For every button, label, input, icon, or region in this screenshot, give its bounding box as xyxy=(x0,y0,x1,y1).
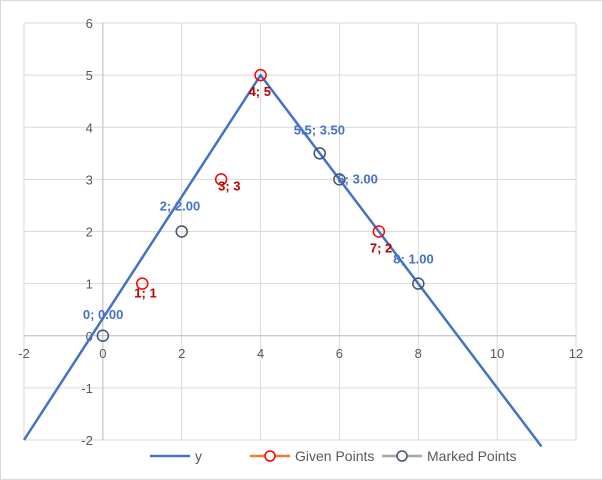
given-point-label: 1; 1 xyxy=(134,286,156,301)
marked-point-label: 8; 1.00 xyxy=(393,252,433,267)
x-tick-label: -2 xyxy=(18,346,30,361)
y-tick-label: -1 xyxy=(81,381,93,396)
y-tick-labels: -2 -1 0 1 2 3 4 5 6 xyxy=(81,16,93,448)
legend: y Given Points Marked Points xyxy=(150,448,516,464)
marked-point-marker xyxy=(412,277,425,290)
given-point-marker xyxy=(254,68,267,82)
y-tick-label: 3 xyxy=(86,172,93,187)
given-point-label: 4; 5 xyxy=(249,84,271,99)
given-point-label: 7; 2 xyxy=(370,241,392,256)
marked-point-marker xyxy=(175,225,188,238)
given-point-label: 3; 3 xyxy=(218,178,240,193)
marked-point-marker xyxy=(333,173,346,186)
legend-label: y xyxy=(195,448,202,464)
marked-point-label: 2; 2.00 xyxy=(160,199,200,214)
marked-point-label: 6; 3.00 xyxy=(337,171,377,186)
given-point-marker xyxy=(372,225,386,238)
x-tick-labels: -2 0 2 4 6 8 10 12 xyxy=(18,346,583,361)
x-tick-label: 2 xyxy=(178,346,185,361)
y-tick-label: 0 xyxy=(86,329,93,344)
data-markers xyxy=(96,68,425,342)
x-tick-label: 12 xyxy=(569,346,583,361)
given-point-marker xyxy=(136,277,149,290)
marked-point-label: 5.5; 3.50 xyxy=(294,122,345,137)
data-labels: 1; 1 3; 3 4; 5 7; 2 0; 0.00 2; 2.00 5.5; 3.50 6… xyxy=(83,84,434,322)
y-tick-label: 2 xyxy=(86,225,93,240)
y-tick-label: 1 xyxy=(86,277,93,292)
x-tick-label: 8 xyxy=(415,346,422,361)
y-tick-label: 4 xyxy=(86,120,93,135)
x-tick-label: 6 xyxy=(336,346,343,361)
y-tick-label: 6 xyxy=(86,16,93,31)
x-tick-label: 4 xyxy=(257,346,264,361)
y-tick-label: 5 xyxy=(86,68,93,83)
marked-point-marker xyxy=(96,329,110,342)
gridlines xyxy=(23,22,577,441)
legend-label: Given Points xyxy=(295,448,374,464)
x-tick-label: 10 xyxy=(490,346,504,361)
marked-point-marker xyxy=(313,147,326,160)
legend-marker xyxy=(264,450,276,462)
x-tick-label: 0 xyxy=(99,346,106,361)
y-tick-label: -2 xyxy=(81,433,93,448)
marked-point-label: 0; 0.00 xyxy=(83,307,123,322)
given-point-marker xyxy=(214,173,228,186)
legend-label: Marked Points xyxy=(427,448,516,464)
series-lines xyxy=(22,73,543,448)
series-line-y xyxy=(22,73,543,448)
legend-marker xyxy=(396,450,408,462)
